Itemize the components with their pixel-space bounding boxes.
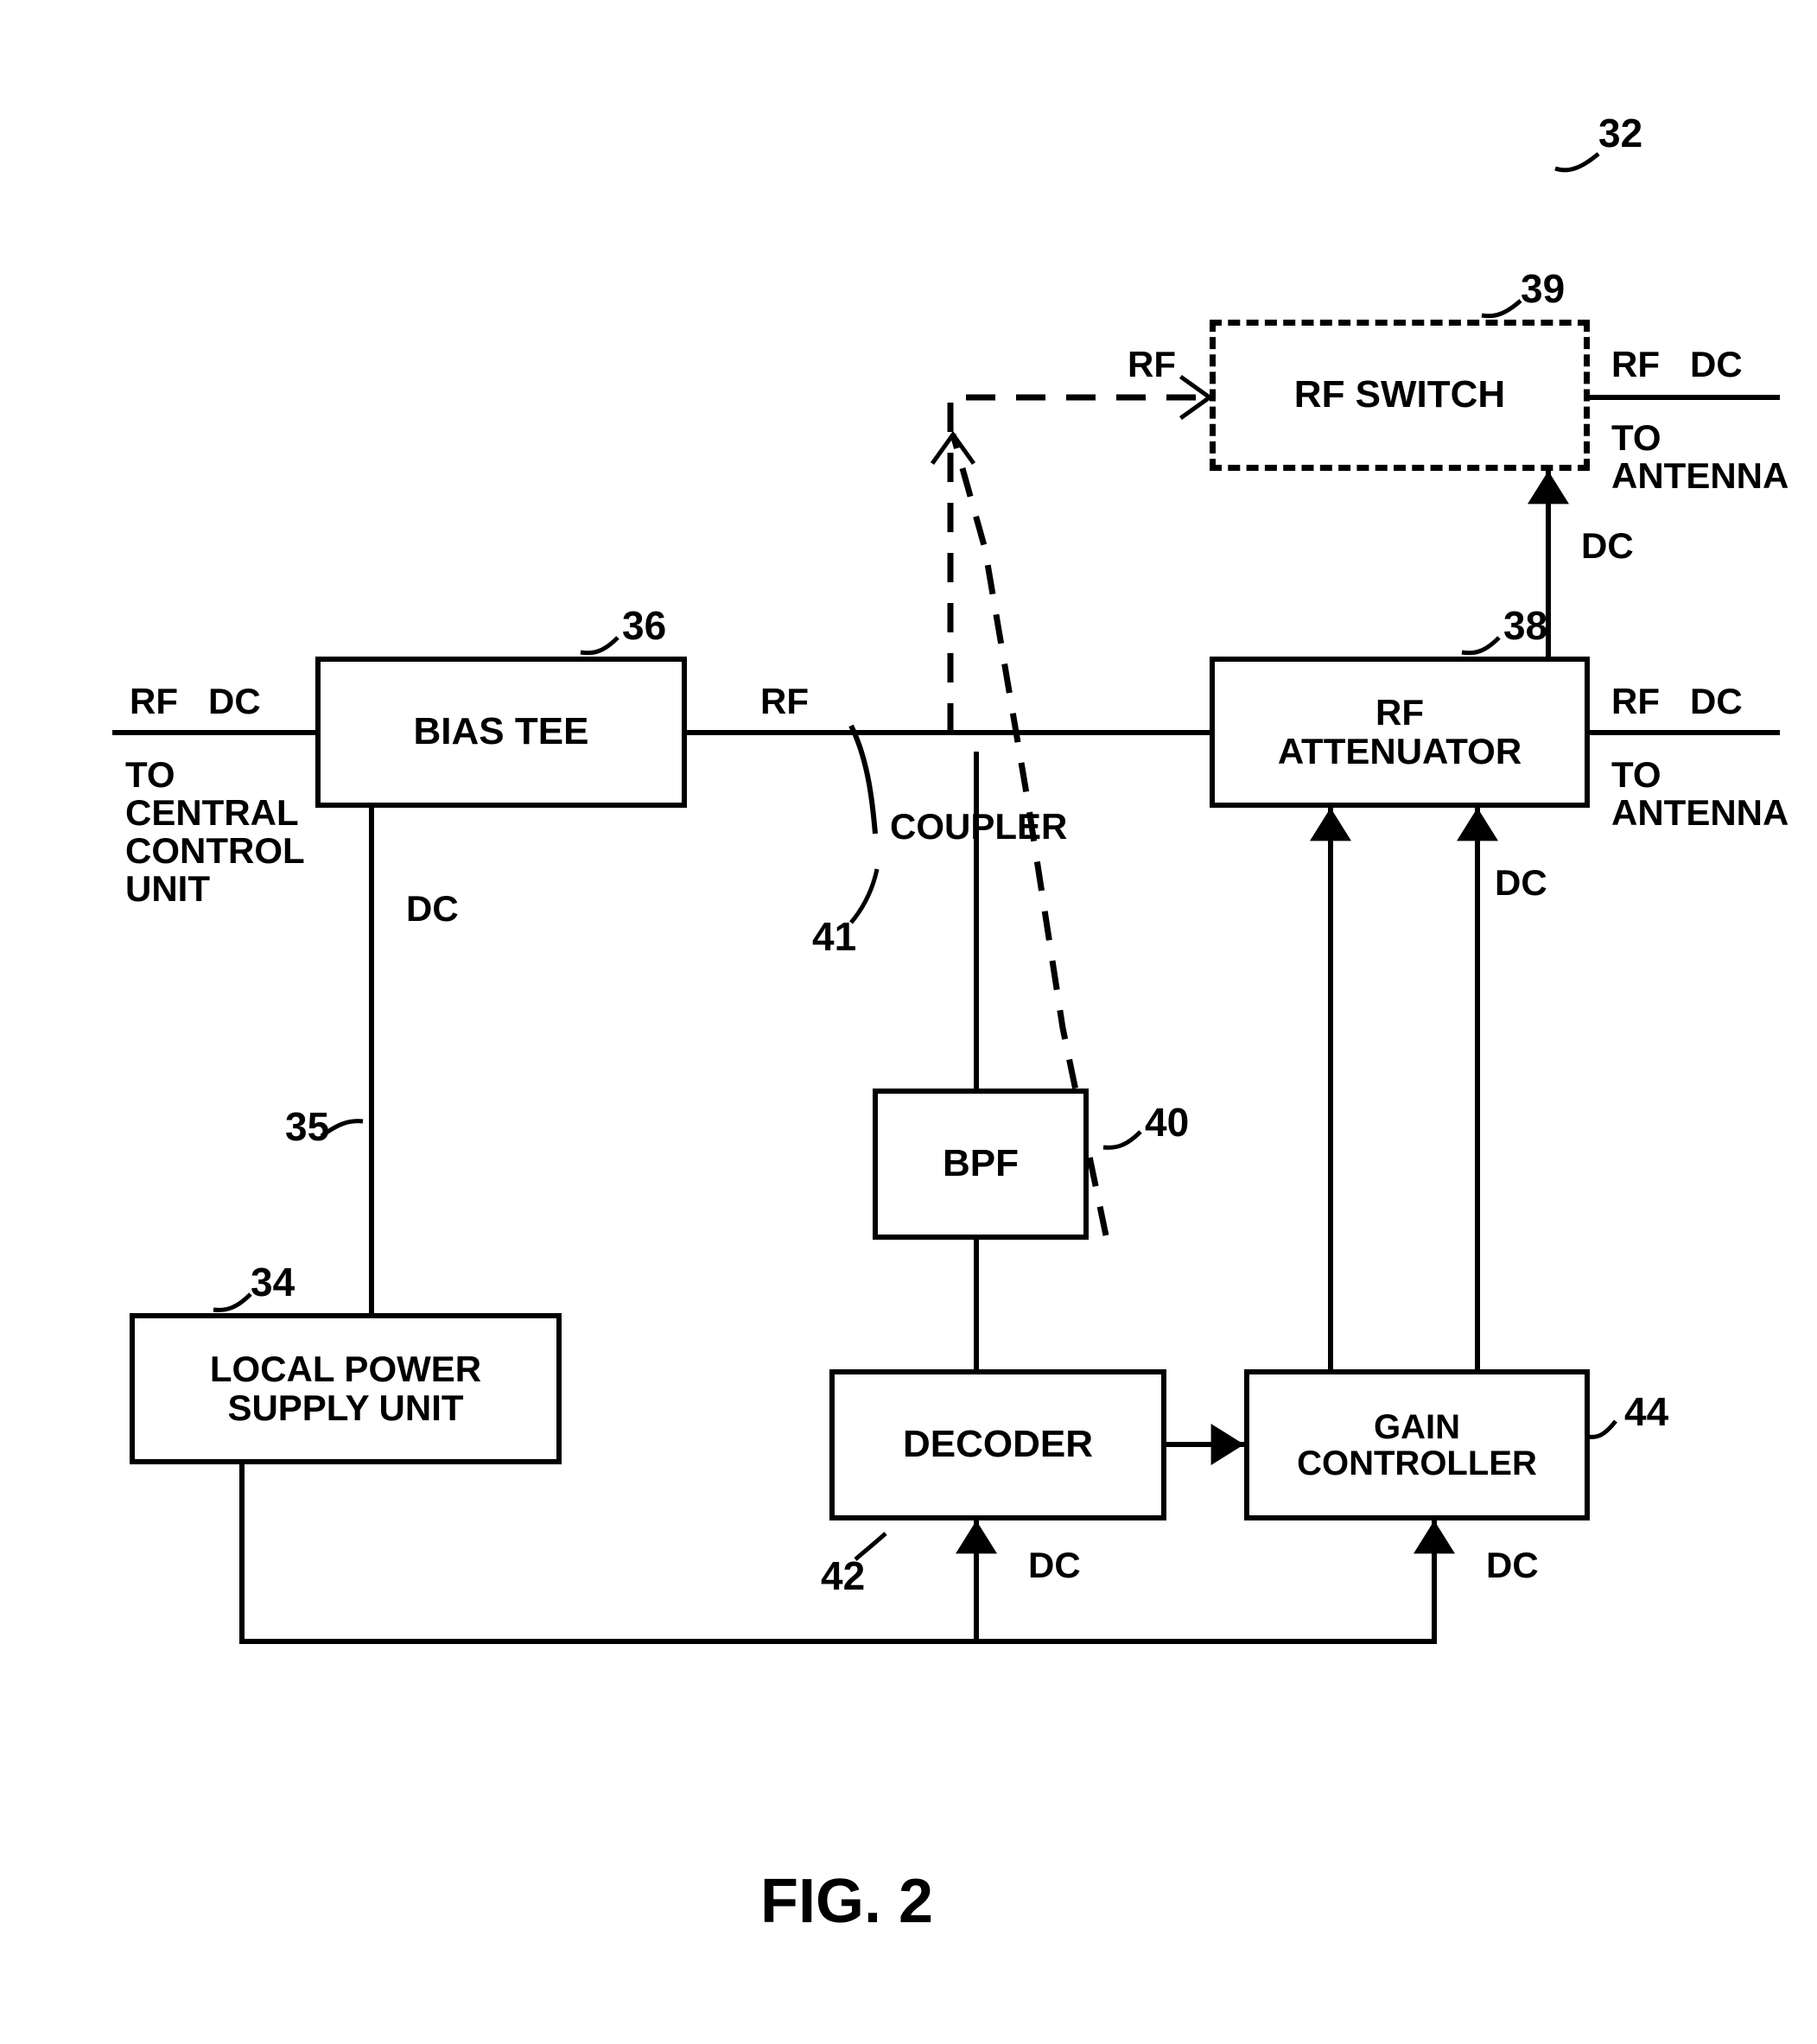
ref-34: 34: [251, 1261, 295, 1303]
block-rf-attenuator: RF ATTENUATOR: [1210, 657, 1590, 808]
block-label: RF ATTENUATOR: [1278, 694, 1522, 770]
label-rf-top: RF: [1128, 346, 1176, 384]
label-dc-gain: DC: [1486, 1546, 1539, 1584]
block-gain-controller: GAIN CONTROLLER: [1244, 1369, 1590, 1520]
block-label: GAIN CONTROLLER: [1297, 1409, 1537, 1482]
ref-35: 35: [285, 1106, 329, 1147]
label-coupler: COUPLER: [890, 808, 1067, 846]
block-label: BPF: [943, 1144, 1019, 1184]
label-rf-dc-left: RF DC: [130, 682, 261, 720]
ref-41: 41: [812, 916, 856, 957]
block-power-supply: LOCAL POWER SUPPLY UNIT: [130, 1313, 562, 1464]
block-label: RF SWITCH: [1294, 375, 1505, 415]
block-label: BIAS TEE: [414, 712, 589, 752]
figure-label: FIG. 2: [760, 1866, 933, 1937]
block-bias-tee: BIAS TEE: [315, 657, 687, 808]
block-bpf: BPF: [873, 1089, 1089, 1240]
label-to-antenna-top: TO ANTENNA: [1611, 419, 1788, 495]
label-dc-attenuator-bottom: DC: [1495, 864, 1547, 902]
block-decoder: DECODER: [829, 1369, 1166, 1520]
ref-32: 32: [1598, 112, 1642, 154]
label-rf-dc-right-top: RF DC: [1611, 346, 1743, 384]
label-dc-top-right: DC: [1581, 527, 1634, 565]
label-rf-mid: RF: [760, 682, 809, 720]
ref-42: 42: [821, 1555, 865, 1596]
block-rf-switch: RF SWITCH: [1210, 320, 1590, 471]
diagram-stage: BIAS TEE RF ATTENUATOR RF SWITCH BPF DEC…: [0, 0, 1817, 2044]
label-dc-decoder: DC: [1028, 1546, 1081, 1584]
label-to-antenna-main: TO ANTENNA: [1611, 756, 1788, 832]
label-dc-left: DC: [406, 890, 459, 928]
label-rf-dc-right-main: RF DC: [1611, 682, 1743, 720]
ref-44: 44: [1624, 1391, 1668, 1432]
ref-39: 39: [1521, 268, 1565, 309]
ref-36: 36: [622, 605, 666, 646]
ref-40: 40: [1145, 1101, 1189, 1143]
label-to-central-control-unit: TO CENTRAL CONTROL UNIT: [125, 756, 305, 908]
block-label: DECODER: [903, 1425, 1093, 1464]
block-label: LOCAL POWER SUPPLY UNIT: [210, 1350, 481, 1426]
ref-38: 38: [1503, 605, 1547, 646]
